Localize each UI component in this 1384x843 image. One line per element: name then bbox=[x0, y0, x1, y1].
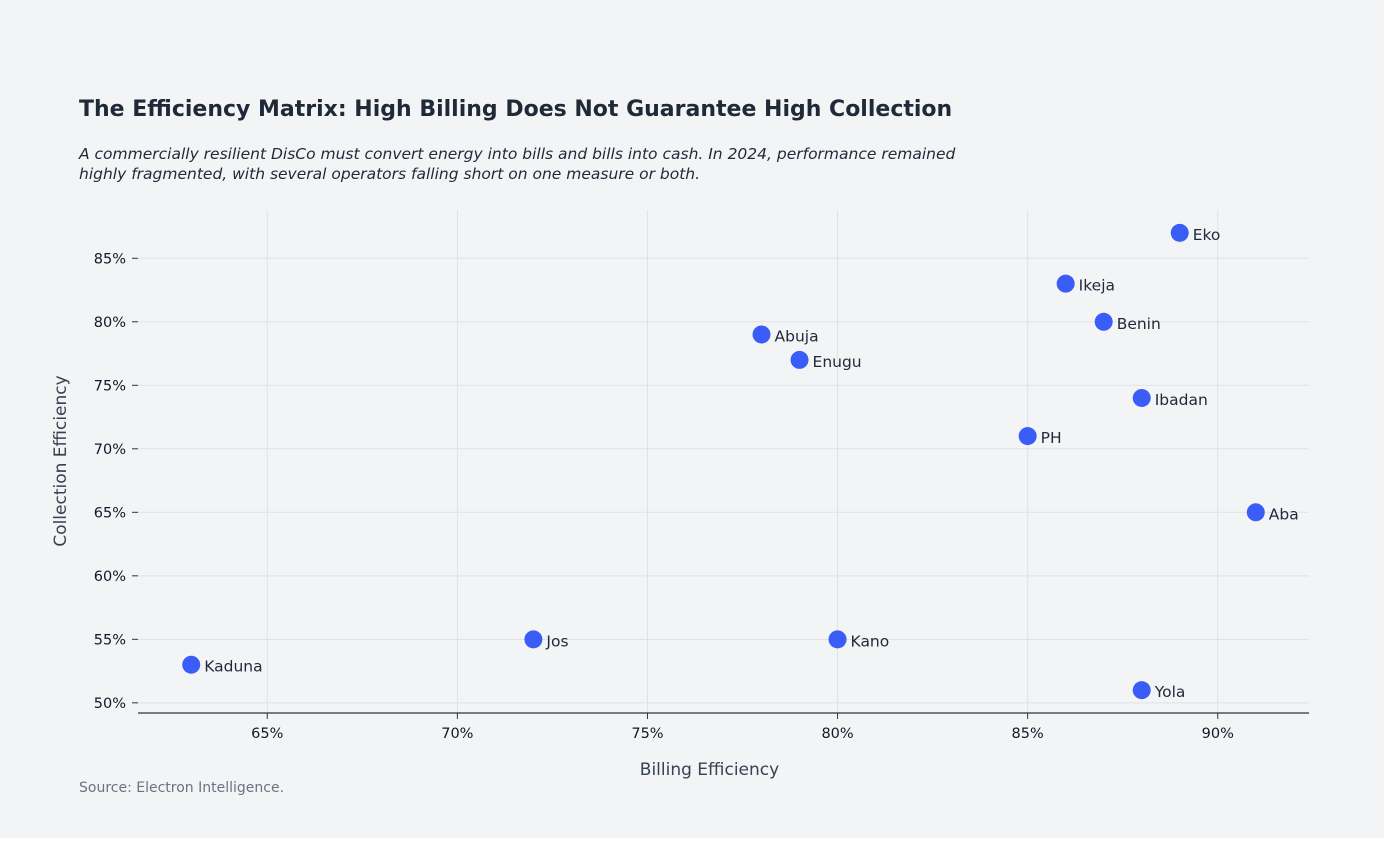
data-point bbox=[1132, 681, 1151, 700]
data-point bbox=[1170, 223, 1189, 242]
data-point bbox=[1056, 274, 1075, 293]
y-tick-label: 55% bbox=[94, 632, 126, 648]
point-label: Kaduna bbox=[204, 658, 262, 676]
point-label: Enugu bbox=[813, 353, 862, 371]
point-label: Abuja bbox=[775, 327, 819, 345]
point-label: Yola bbox=[1154, 683, 1186, 701]
x-tick-label: 80% bbox=[821, 726, 853, 742]
data-point bbox=[182, 655, 201, 674]
data-point bbox=[1094, 312, 1113, 331]
y-tick-label: 70% bbox=[94, 442, 126, 458]
y-tick-label: 85% bbox=[94, 251, 126, 267]
point-label: Eko bbox=[1193, 226, 1221, 244]
x-tick-label: 90% bbox=[1202, 726, 1234, 742]
point-label: Benin bbox=[1117, 315, 1161, 333]
x-tick-label: 85% bbox=[1012, 726, 1044, 742]
chart-subtitle: A commercially resilient DisCo must conv… bbox=[79, 145, 956, 183]
data-point bbox=[524, 630, 543, 649]
x-tick-label: 75% bbox=[631, 726, 663, 742]
data-point bbox=[1018, 427, 1037, 446]
point-label: Ibadan bbox=[1155, 391, 1208, 409]
chart-title: The Efficiency Matrix: High Billing Does… bbox=[79, 97, 953, 122]
point-label: Ikeja bbox=[1079, 277, 1115, 295]
data-point bbox=[1132, 388, 1151, 407]
point-label: Jos bbox=[545, 632, 568, 650]
source-note: Source: Electron Intelligence. bbox=[79, 780, 285, 796]
data-point bbox=[752, 325, 771, 344]
point-label: PH bbox=[1041, 429, 1062, 447]
point-label: Kano bbox=[851, 632, 890, 650]
point-label: Aba bbox=[1269, 505, 1299, 523]
x-tick-label: 70% bbox=[441, 726, 473, 742]
y-tick-label: 80% bbox=[94, 315, 126, 331]
y-tick-label: 65% bbox=[94, 505, 126, 521]
y-axis-label: Collection Efficiency bbox=[51, 375, 71, 546]
data-point bbox=[1246, 503, 1265, 522]
y-tick-label: 75% bbox=[94, 378, 126, 394]
data-point bbox=[790, 350, 809, 369]
x-tick-label: 65% bbox=[251, 726, 283, 742]
y-tick-label: 60% bbox=[94, 569, 126, 585]
data-point bbox=[828, 630, 847, 649]
x-axis-label: Billing Efficiency bbox=[640, 760, 779, 780]
y-tick-label: 50% bbox=[94, 696, 126, 712]
